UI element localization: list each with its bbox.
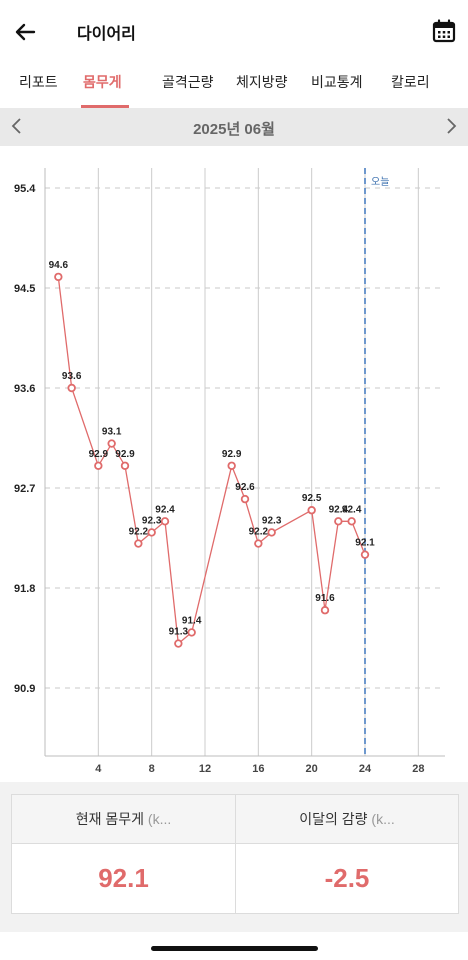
y-tick-label: 92.7 [14,483,35,495]
x-tick-label: 20 [306,763,318,775]
monthly-loss-value: -2.5 [324,863,370,893]
current-weight-header: 현재 몸무게 (k... [12,795,235,844]
tab-bar: 리포트 몸무게 골격근량 체지방량 비교통계 칼로리 [0,62,468,109]
weight-line-chart: 95.4 94.5 93.6 92.7 91.8 90.9 4 8 12 16 20 24 28 오늘 94… [14,168,445,775]
column-divider [235,795,236,913]
data-label: 91.3 [169,627,189,638]
x-tick-label: 12 [199,763,211,775]
data-label: 93.6 [62,371,82,382]
today-marker-label: 오늘 [371,176,389,188]
chevron-right-icon [447,118,457,134]
data-label: 92.4 [329,504,349,515]
x-tick-label: 8 [149,763,155,775]
page-title: 다이어리 [77,26,136,43]
data-point [240,494,250,504]
data-point [267,528,276,537]
data-label: 92.2 [249,527,269,538]
x-tick-label: 4 [95,763,102,775]
month-label: 2025년 06월 [193,121,275,138]
data-label: 92.1 [355,538,375,549]
x-tick-label: 28 [412,763,424,775]
current-weight-label: 현재 몸무게 [75,811,145,827]
calendar-button[interactable] [432,19,456,43]
data-label: 92.6 [235,482,255,493]
tab-report[interactable]: 리포트 [19,74,58,90]
top-app-bar: 다이어리 [0,0,468,62]
data-point [147,528,156,537]
chevron-left-icon [11,118,21,134]
y-tick-label: 94.5 [14,283,35,295]
weight-series-line [57,276,366,645]
month-navigator: 2025년 06월 [0,108,468,146]
home-indicator[interactable] [151,946,318,951]
data-label: 92.9 [89,449,109,460]
summary-section: 현재 몸무게 (k... 이달의 감량 (k... 92.1 -2.5 [0,782,468,932]
tab-calories[interactable]: 칼로리 [391,74,430,90]
tab-weight[interactable]: 몸무게 [83,74,122,90]
x-tick-label: 24 [359,763,372,775]
data-point [307,506,316,515]
data-point [334,517,343,526]
data-label: 91.6 [315,593,335,604]
y-tick-label: 93.6 [14,383,35,395]
data-point [107,439,116,448]
monthly-loss-unit: (k... [371,811,395,827]
data-label: 92.5 [302,493,322,504]
data-point [254,539,263,548]
data-label: 92.4 [155,504,175,515]
data-label: 92.3 [262,515,282,526]
arrow-left-icon [15,23,36,41]
summary-table: 현재 몸무게 (k... 이달의 감량 (k... 92.1 -2.5 [11,794,459,914]
data-label: 91.4 [182,615,202,626]
tab-body-fat[interactable]: 체지방량 [236,74,288,90]
prev-month-button[interactable] [5,114,29,144]
data-point [94,461,103,470]
data-point [227,461,236,470]
data-point [174,639,183,648]
monthly-loss-header: 이달의 감량 (k... [236,795,458,844]
calendar-icon [432,19,456,43]
data-point [54,272,63,282]
data-point [187,628,196,637]
data-point [160,517,170,526]
y-tick-label: 91.8 [14,583,35,595]
active-tab-indicator [81,105,129,108]
data-label: 93.1 [102,427,122,438]
x-tick-label: 16 [252,763,264,775]
next-month-button[interactable] [439,114,463,144]
data-point [134,539,143,548]
data-point [67,383,76,393]
tab-comparison[interactable]: 비교통계 [311,74,363,90]
current-weight-value: 92.1 [98,863,149,893]
data-label: 94.6 [49,260,69,271]
data-point [360,550,370,559]
y-tick-label: 90.9 [14,683,35,695]
data-point [320,606,330,615]
data-label: 92.9 [222,449,242,460]
data-point [120,461,130,470]
current-weight-unit: (k... [147,811,172,827]
data-label: 92.9 [115,449,135,460]
back-button[interactable] [12,18,40,46]
data-label: 92.2 [129,527,149,538]
data-label: 92.3 [142,515,162,526]
tab-skeletal-muscle[interactable]: 골격근량 [162,74,214,90]
data-label: 92.4 [342,504,362,515]
y-tick-label: 95.4 [14,183,36,195]
data-point [347,517,356,526]
weight-chart: 95.4 94.5 93.6 92.7 91.8 90.9 4 8 12 16 20 24 28 오늘 94… [0,146,468,782]
monthly-loss-label: 이달의 감량 [299,811,368,827]
